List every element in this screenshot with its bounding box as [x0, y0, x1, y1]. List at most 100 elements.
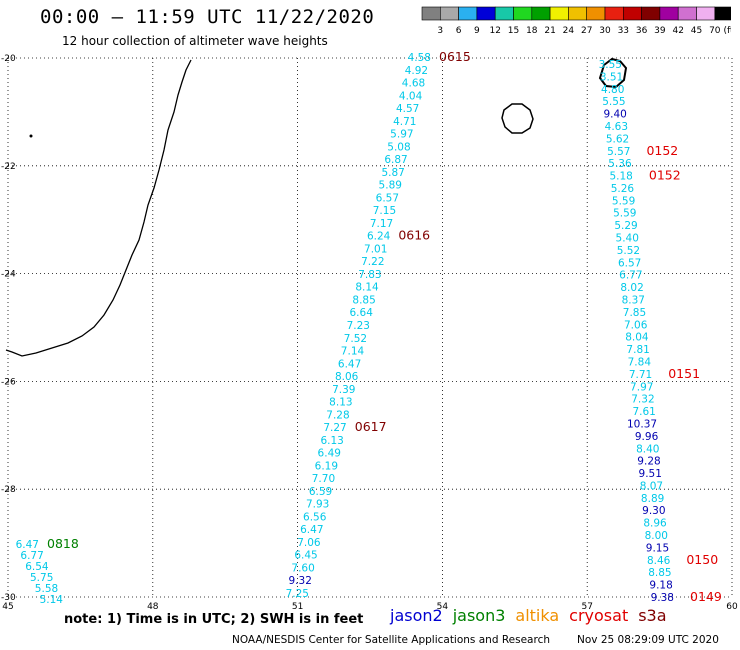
swh-value: 7.01	[364, 243, 387, 255]
swh-value: 5.75	[30, 572, 53, 584]
pass-time-label: 0151	[668, 366, 700, 381]
swh-value: 4.92	[405, 65, 428, 77]
swh-value: 3.55	[599, 59, 622, 71]
swh-value: 8.02	[620, 282, 643, 294]
coastlines	[5, 57, 628, 357]
jason3-track: 6.476.776.545.755.585.14 0818	[16, 536, 79, 606]
legend-label: 6	[456, 26, 462, 36]
legend-label: 42	[672, 26, 683, 36]
swh-value: 9.15	[646, 542, 669, 554]
swh-value: 7.83	[358, 269, 381, 281]
legend-label: 33	[618, 26, 629, 36]
swh-value: 5.62	[606, 133, 629, 145]
swh-value: 5.14	[40, 594, 64, 606]
swh-value: 5.59	[613, 208, 636, 220]
latitude-label: -28	[1, 485, 16, 495]
swh-value: 9.96	[635, 431, 659, 443]
swh-value: 8.07	[640, 480, 663, 492]
satellite-name-altika: altika	[515, 606, 560, 625]
longitude-label: 48	[147, 602, 159, 612]
legend-label: 45	[691, 26, 702, 36]
swh-value: 7.06	[624, 319, 648, 331]
mauritius-island	[598, 57, 628, 89]
swh-value: 9.51	[639, 468, 662, 480]
legend-label: 9	[474, 26, 480, 36]
swh-value: 5.57	[607, 146, 630, 158]
swh-value: 5.89	[379, 180, 402, 192]
swh-value: 8.37	[622, 295, 645, 307]
legend-label: 3	[437, 26, 443, 36]
pass-time-label: 0818	[47, 536, 79, 551]
swh-value: 6.19	[315, 460, 338, 472]
pass-time-label: 0617	[355, 419, 387, 434]
swh-value: 5.59	[612, 195, 635, 207]
legend-label: 18	[526, 26, 538, 36]
s3a-track: 4.584.924.684.044.574.715.975.086.875.87…	[286, 49, 471, 600]
swh-value: 5.36	[608, 158, 632, 170]
footer-note: note: 1) Time is in UTC; 2) SWH is in fe…	[64, 612, 364, 627]
swh-value: 4.68	[402, 78, 425, 90]
swh-value: 10.37	[627, 418, 657, 430]
latitude-label: -24	[1, 270, 16, 280]
swh-value: 7.52	[344, 333, 367, 345]
islet	[29, 134, 33, 138]
swh-value: 6.87	[384, 154, 407, 166]
legend-label: 12	[489, 26, 500, 36]
page-title: 00:00 – 11:59 UTC 11/22/2020	[40, 6, 375, 28]
swh-value: 4.71	[393, 116, 416, 128]
swh-value: 9.32	[289, 575, 312, 587]
swh-value: 7.22	[361, 256, 384, 268]
swh-value: 7.17	[370, 218, 393, 230]
swh-value: 8.14	[355, 282, 379, 294]
latitude-label: -26	[1, 377, 16, 387]
swh-value: 7.61	[632, 406, 655, 418]
satellite-tracks: 4.584.924.684.044.574.715.975.086.875.87…	[16, 49, 722, 606]
pass-time-label: 0152	[646, 143, 678, 158]
legend-label: 27	[581, 26, 592, 36]
swh-value: 6.56	[303, 511, 327, 523]
swh-value: 6.57	[618, 257, 641, 269]
latitude-label: -30	[1, 593, 16, 603]
swh-value: 7.15	[373, 205, 396, 217]
swh-value: 9.28	[637, 456, 660, 468]
generated-timestamp: Nov 25 08:29:09 UTC 2020	[577, 634, 719, 646]
satellite-name-cryosat: cryosat	[569, 606, 629, 625]
swh-value: 8.04	[625, 332, 649, 344]
swh-value: 7.84	[628, 356, 652, 368]
swh-value: 6.59	[309, 486, 332, 498]
pass-time-label: 0149	[690, 589, 722, 604]
swh-value: 7.28	[326, 409, 349, 421]
swh-value: 7.70	[312, 473, 335, 485]
credit-line: NOAA/NESDIS Center for Satellite Applica…	[232, 634, 550, 646]
swh-value: 7.23	[347, 320, 370, 332]
cryosat-track: 3.553.514.805.559.404.635.625.575.365.18…	[599, 59, 722, 604]
legend-label: 24	[563, 26, 575, 36]
swh-value: 7.85	[623, 307, 646, 319]
swh-value: 7.97	[630, 381, 653, 393]
swh-value: 7.14	[341, 346, 365, 358]
satellite-name-s3a: s3a	[638, 606, 667, 625]
legend-swatch	[714, 6, 731, 21]
swh-value: 4.04	[399, 90, 423, 102]
swh-value: 6.24	[367, 231, 391, 243]
swh-value: 7.32	[631, 394, 654, 406]
swh-value: 7.81	[626, 344, 649, 356]
swh-value: 5.29	[614, 220, 637, 232]
swh-value: 5.40	[616, 233, 639, 245]
longitude-label: 57	[581, 602, 592, 612]
swh-value: 4.57	[396, 103, 419, 115]
legend-unit-label: (ft)	[724, 26, 731, 36]
swh-value: 7.06	[297, 537, 321, 549]
legend-label: 15	[508, 26, 519, 36]
swh-value: 8.89	[641, 493, 664, 505]
map-grid	[7, 57, 733, 598]
legend-label: 70	[709, 26, 721, 36]
swh-value: 4.58	[408, 52, 431, 64]
longitude-label: 51	[292, 602, 303, 612]
longitude-label: 54	[437, 602, 449, 612]
longitude-label: 60	[726, 602, 738, 612]
pass-time-label: 0150	[686, 552, 718, 567]
pass-time-label: 0615	[439, 49, 471, 64]
